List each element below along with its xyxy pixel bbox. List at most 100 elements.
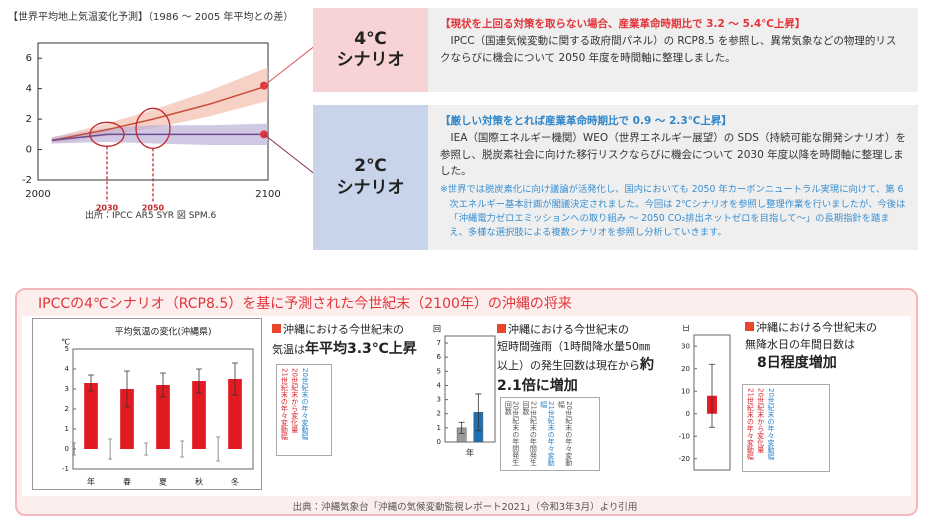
y-tick-label: -1 (62, 465, 69, 473)
heading: 沖縄における今世紀末の (497, 322, 655, 339)
y-tick-label: 0 (65, 445, 69, 453)
y-tick-label: 2 (437, 410, 441, 418)
inset-label: 20世紀末の年々変動幅 (767, 388, 776, 460)
y-tick-label: 10 (681, 387, 690, 395)
x-tick-label: 2100 (255, 189, 280, 200)
inset-label: 21世紀末の年々変動幅 (539, 401, 556, 466)
x-tick-label: 2000 (25, 189, 50, 200)
error-bar (160, 372, 166, 398)
panel-text: 沖縄における今世紀末の 無降水日の年間日数は 8日程度増加 (745, 320, 895, 374)
inset-label: 21世紀末の年々変動幅 (280, 368, 289, 440)
connector (263, 44, 316, 87)
scenario-text: 【厳しい対策をとれば産業革命時期比で 0.9 ～ 2.3℃上昇】 IEA（国際エ… (428, 105, 918, 250)
note: ※世界では脱炭素化に向け議論が活発化し、国内においても 2050 年カーボンニュ… (440, 184, 906, 239)
y-tick-label: 4 (437, 381, 442, 389)
y-tick-label: -20 (679, 455, 690, 463)
y-tick-label: 5 (65, 345, 69, 353)
x-tick-label: 春 (123, 477, 131, 487)
y-tick-label: 4 (26, 84, 32, 95)
baseline-error (216, 436, 221, 462)
emphasis: 8日程度増加 (757, 355, 837, 371)
panel-title: IPCCの4℃シナリオ（RCP8.5）を基に予測された今世紀末（2100年）の沖… (38, 296, 572, 312)
y-tick-label: 0 (26, 145, 32, 156)
error-bar (124, 370, 130, 408)
uncertainty-band (51, 67, 268, 144)
y-tick-label: 3 (437, 396, 441, 404)
heading: 沖縄における今世紀末の (745, 320, 895, 337)
bar (156, 385, 170, 449)
x-tick-label: 秋 (195, 477, 203, 487)
emphasis: 年平均3.3℃上昇 (305, 340, 417, 357)
y-tick-label: 1 (437, 424, 441, 432)
bar (228, 379, 242, 449)
unit-label: 日 (682, 325, 690, 333)
y-tick-label: 2 (26, 114, 32, 125)
body: IPCC（国連気候変動に関する政府間パネル）の RCP8.5 を参照し、異常気象… (440, 34, 897, 64)
panel-text: 沖縄における今世紀末の 気温は年平均3.3℃上昇 (272, 322, 422, 360)
baseline-error (108, 438, 113, 460)
inset-label: 21世紀末の年間発生回数 (522, 401, 538, 466)
error-bar (88, 374, 94, 392)
y-tick-label: 6 (26, 53, 32, 64)
label-line: シナリオ (336, 50, 405, 70)
scenario-label: 4℃ シナリオ (313, 8, 428, 92)
baseline-error (72, 442, 77, 456)
bar (120, 389, 134, 449)
global-chart: 6 4 2 0 -2 2000 2100 2030 2050 (22, 42, 316, 213)
source: 出典：沖縄気象台「沖縄の気候変動監視レポート2021」（令和3年3月）より引用 (292, 502, 638, 513)
bar (192, 381, 206, 449)
heading: 沖縄における今世紀末の (272, 322, 422, 339)
baseline-error (180, 440, 185, 458)
chart-title: 平均気温の変化(沖縄県) (114, 326, 211, 338)
bar (84, 383, 98, 449)
y-tick-label: 3 (65, 385, 69, 393)
y-tick-label: 5 (437, 367, 441, 375)
scenario-label: 2℃ シナリオ (313, 105, 428, 250)
inset-label: 21世紀末の年々変動幅 (746, 388, 755, 460)
error-bar (458, 421, 465, 434)
text: 短時間強雨（1時間降水量50㎜以上）の発生回数は現在から (497, 339, 650, 373)
panel-text: 沖縄における今世紀末の 短時間強雨（1時間降水量50㎜以上）の発生回数は現在から… (497, 322, 655, 397)
legend-inset: 21世紀末の年々変動幅 20世紀末から変化量 20世紀末の年々変動幅 (742, 384, 830, 472)
heading: 【現状を上回る対策を取らない場合、産業革命時期比で 3.2 ～ 5.4℃上昇】 (440, 18, 806, 30)
label-line: シナリオ (336, 177, 405, 198)
error-bar (709, 363, 715, 428)
bar-chart: 平均気温の変化(沖縄県) ℃5 4 3 2 1 0 -1 年 春 夏 秋 冬 (32, 318, 262, 490)
inset-label: 20世紀末から変化量 (290, 368, 299, 433)
text: 気温は (272, 342, 305, 356)
heading: 【厳しい対策をとれば産業革命時期比で 0.9 ～ 2.3℃上昇】 (440, 115, 732, 127)
unit-label: ℃ (61, 338, 70, 347)
source: 出所：IPCC AR5 SYR 図 SPM.6 (85, 211, 217, 221)
line (51, 133, 268, 142)
bar-chart: 日 30 20 10 0 -10 -20 (679, 325, 731, 471)
x-tick-label: 冬 (231, 477, 239, 487)
error-bar (232, 362, 238, 396)
inset-label: 20世紀末の年間発生回数 (504, 401, 520, 466)
error-bar (475, 393, 482, 432)
y-tick-label: 20 (681, 365, 690, 373)
y-tick-label: 1 (65, 425, 69, 433)
x-label: 年 (466, 448, 474, 458)
y-tick-label: 4 (65, 365, 70, 373)
x-tick-label: 夏 (159, 478, 167, 487)
y-tick-label: 6 (437, 353, 442, 361)
connector (263, 133, 316, 176)
label-line: 2℃ (354, 156, 387, 177)
chart-title: 【世界平均地上気温変化予測】（1986 ～ 2005 年平均との差） (8, 12, 294, 23)
y-tick-label: 7 (437, 339, 441, 347)
highlight-label: 2050 (142, 204, 165, 213)
y-tick-label: 30 (681, 342, 690, 350)
y-tick-label: -2 (22, 175, 32, 186)
baseline-error (144, 442, 149, 456)
legend-inset: 21世紀末の年々変動幅 20世紀末から変化量 20世紀末の年々変動幅 (276, 364, 332, 456)
inset-label: 20世紀末から変化量 (756, 388, 765, 453)
legend-inset: 20世紀末の年間発生回数 21世紀末の年間発生回数 21世紀末の年々変動幅 20… (500, 397, 600, 471)
inset-label: 20世紀末の年々変動幅 (301, 368, 310, 440)
body: IEA（国際エネルギー機関）WEO（世界エネルギー展望）の SDS（持続可能な開… (440, 131, 906, 178)
scenario-text: 【現状を上回る対策を取らない場合、産業革命時期比で 3.2 ～ 5.4℃上昇】 … (428, 8, 918, 92)
label-line: 4℃ (354, 28, 387, 49)
plot-frame (444, 335, 496, 443)
y-tick-label: 0 (686, 410, 690, 418)
line (51, 84, 269, 142)
